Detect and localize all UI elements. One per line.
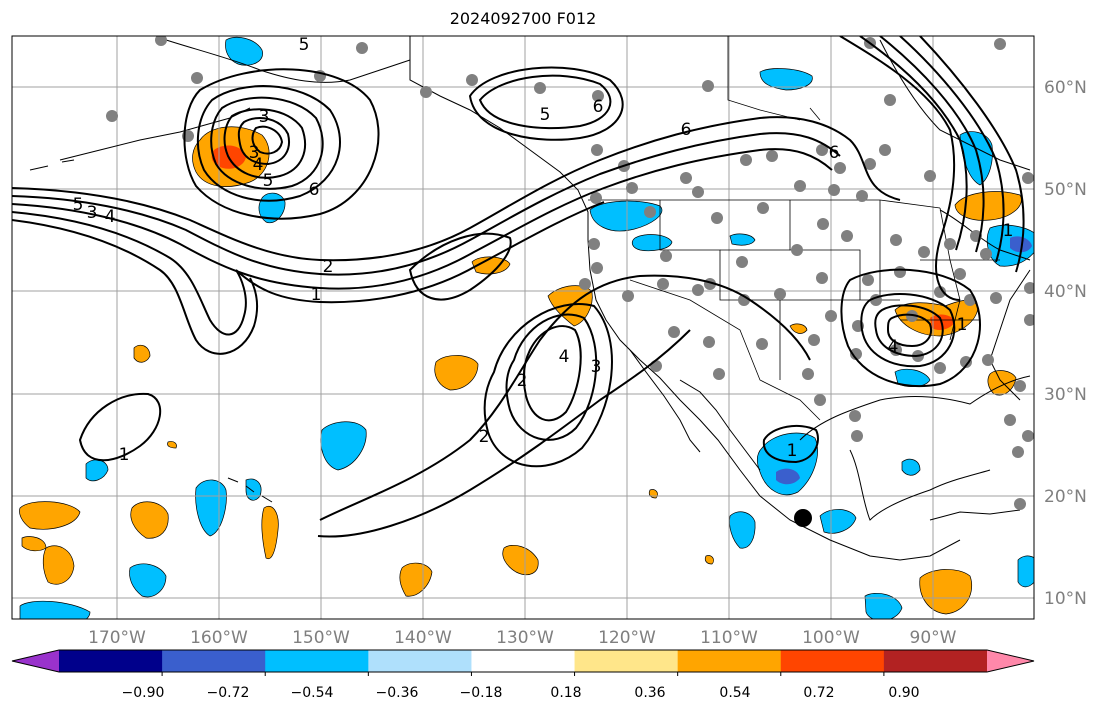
contour-label: 3 — [259, 107, 270, 127]
contour-label: 2 — [517, 371, 528, 391]
colorbar-segment — [883, 650, 988, 672]
colorbar-segment — [780, 650, 885, 672]
colorbar-tick-label: −0.90 — [122, 685, 165, 701]
contour-label: 5 — [73, 195, 84, 215]
colorbar-extend-low — [12, 650, 59, 672]
lat-label: 50°N — [1044, 180, 1087, 200]
colorbar-segment — [368, 650, 472, 672]
colorbar — [11, 649, 1035, 676]
contour-label: 3 — [249, 143, 260, 163]
colorbar-tick-label: −0.72 — [207, 685, 250, 701]
colorbar-segment — [471, 650, 576, 672]
colorbar-tick-label: −0.36 — [376, 685, 419, 701]
lat-label: 20°N — [1044, 487, 1087, 507]
lat-label: 30°N — [1044, 385, 1087, 405]
highlight-marker — [794, 509, 812, 527]
contour-label: 6 — [309, 180, 320, 200]
colorbar-segment — [677, 650, 782, 672]
lat-label: 60°N — [1044, 78, 1087, 98]
lon-label: 130°W — [496, 628, 554, 648]
contour-label: 3 — [87, 203, 98, 223]
contour-label: 5 — [263, 171, 274, 191]
political-borders — [588, 36, 1000, 421]
colorbar-extend-high — [987, 650, 1034, 672]
graticule — [12, 36, 1034, 619]
contours — [12, 36, 1025, 538]
colorbar-segment — [162, 650, 266, 672]
lon-label: 140°W — [394, 628, 452, 648]
contour-label: 4 — [253, 155, 264, 175]
contour-label: 2 — [323, 257, 334, 277]
contour-label: 4 — [105, 207, 116, 227]
contour-label: 1 — [787, 441, 798, 461]
lon-label: 170°W — [88, 628, 146, 648]
colorbar-ticks: −0.90 −0.72 −0.54 −0.36 −0.18 0.18 0.36 … — [122, 685, 920, 701]
contour-label: 1 — [1003, 221, 1014, 241]
lat-label: 10°N — [1044, 589, 1087, 609]
latitude-labels: 60°N 50°N 40°N 30°N 20°N 10°N — [1044, 78, 1087, 609]
colorbar-tick-label: 0.18 — [550, 685, 581, 701]
colorbar-tick-label: −0.18 — [460, 685, 503, 701]
contour-label: 1 — [957, 315, 968, 335]
colorbar-tick-label: 0.54 — [719, 685, 750, 701]
lon-label: 150°W — [292, 628, 350, 648]
colorbar-tick-label: −0.54 — [291, 685, 334, 701]
contour-label: 1 — [311, 285, 322, 305]
coastlines — [29, 36, 1031, 561]
lat-label: 40°N — [1044, 282, 1087, 302]
map-title: 2024092700 F012 — [449, 9, 597, 28]
contour-label: 5 — [299, 35, 310, 55]
lon-label: 110°W — [700, 628, 758, 648]
colorbar-tick-label: 0.90 — [888, 685, 919, 701]
contour-label: 4 — [888, 337, 899, 357]
contour-label-group: 5 3 6 5 6 3 4 5 6 5 4 3 6 2 1 1 4 3 2 2 … — [73, 35, 1014, 465]
colorbar-segment — [59, 650, 163, 672]
longitude-labels: 170°W 160°W 150°W 140°W 130°W 120°W 110°… — [88, 628, 957, 648]
contour-label: 2 — [479, 427, 490, 447]
contour-label: 6 — [593, 97, 604, 117]
contour-label: 5 — [540, 105, 551, 125]
lon-label: 120°W — [598, 628, 656, 648]
colorbar-outline — [11, 649, 1035, 673]
colorbar-segment — [574, 650, 679, 672]
lon-label: 160°W — [190, 628, 248, 648]
lon-label: 100°W — [802, 628, 860, 648]
contour-label: 3 — [591, 357, 602, 377]
contour-label: 4 — [559, 347, 570, 367]
colorbar-tick-label: 0.72 — [803, 685, 834, 701]
contour-label: 6 — [829, 143, 840, 163]
contour-label: 1 — [119, 445, 130, 465]
colorbar-segment — [265, 650, 369, 672]
lon-label: 90°W — [910, 628, 957, 648]
contour-label: 6 — [681, 120, 692, 140]
colorbar-tick-label: 0.36 — [634, 685, 665, 701]
